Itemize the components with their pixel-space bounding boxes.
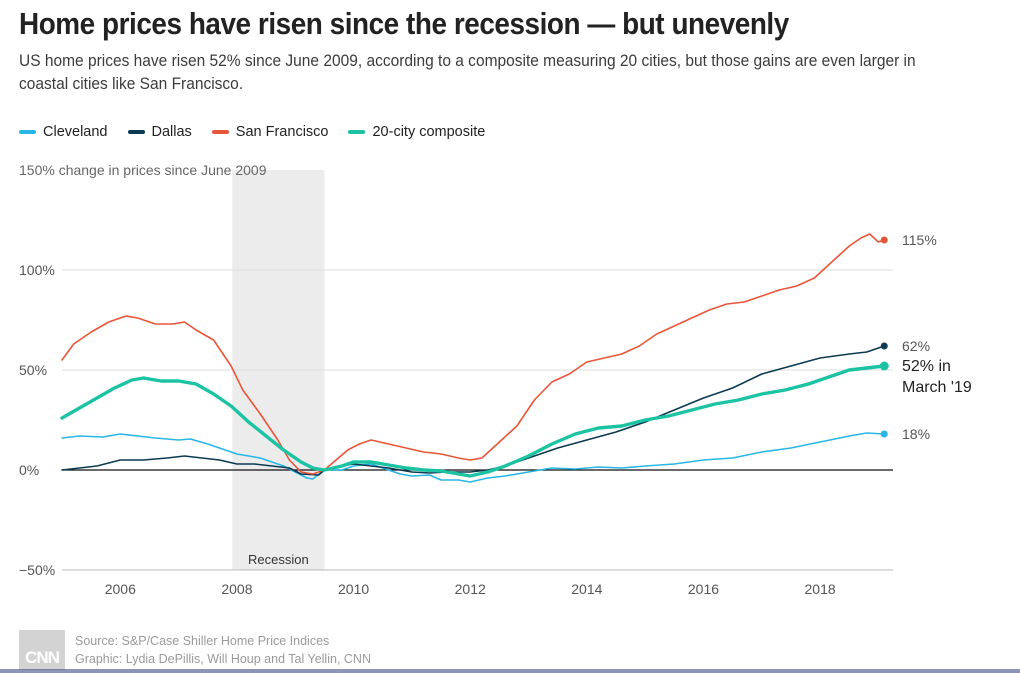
page-title: Home prices have risen since the recessi… [19,6,789,41]
legend-label-san-francisco: San Francisco [235,124,329,140]
end-label-cleveland: 18% [902,426,930,442]
x-tick-label: 2006 [105,581,136,597]
chart-legend: Cleveland Dallas San Francisco 20-city c… [19,124,505,140]
legend-swatch-composite [348,130,366,134]
x-tick-label: 2008 [221,581,252,597]
y-tick-label: 0% [19,462,39,478]
source-credits: Source: S&P/Case Shiller Home Price Indi… [75,632,371,668]
end-point-20-city-composite [879,361,889,371]
y-tick-label: 100% [19,262,55,278]
end-label-20-city-composite: 52% in March '19 [902,358,972,396]
legend-label-cleveland: Cleveland [43,124,108,140]
end-point-dallas [880,342,888,350]
cnn-logo: CNN [19,630,65,670]
legend-item-dallas: Dallas [127,124,192,140]
y-tick-label: 50% [19,362,47,378]
graphic-credit: Graphic: Lydia DePillis, Will Houp and T… [75,652,371,666]
end-point-san-francisco [880,236,888,244]
line-chart: Recession 100% 50% 0% −50% 150% change in pri… [19,162,972,597]
chart-subtitle: US home prices have risen 52% since June… [19,52,916,93]
series-line-san-francisco [61,233,886,475]
end-label-dallas: 62% [902,338,930,354]
bottom-rule [0,669,1020,673]
legend-item-cleveland: Cleveland [19,124,108,140]
legend-swatch-cleveland [19,130,36,134]
series-line-dallas [61,345,886,476]
series-line-cleveland [61,432,886,483]
x-tick-label: 2018 [805,581,836,597]
legend-item-san-francisco: San Francisco [211,124,329,140]
x-tick-label: 2010 [338,581,369,597]
legend-swatch-dallas [127,130,145,134]
x-tick-label: 2014 [571,581,602,597]
x-tick-label: 2012 [455,581,486,597]
x-tick-label: 2016 [688,581,719,597]
legend-label-composite: 20-city composite [372,124,486,140]
y-tick-label: −50% [19,562,55,578]
legend-item-composite: 20-city composite [348,124,485,140]
source-text: Source: S&P/Case Shiller Home Price Indi… [75,634,330,648]
legend-swatch-san-francisco [211,130,229,134]
end-label-san-francisco: 115% [902,232,937,248]
legend-label-dallas: Dallas [151,124,192,140]
y-axis-title: 150% change in prices since June 2009 [19,162,267,178]
recession-label: Recession [248,552,309,567]
end-point-cleveland [880,430,888,438]
series-line-20-city-composite [60,364,886,478]
